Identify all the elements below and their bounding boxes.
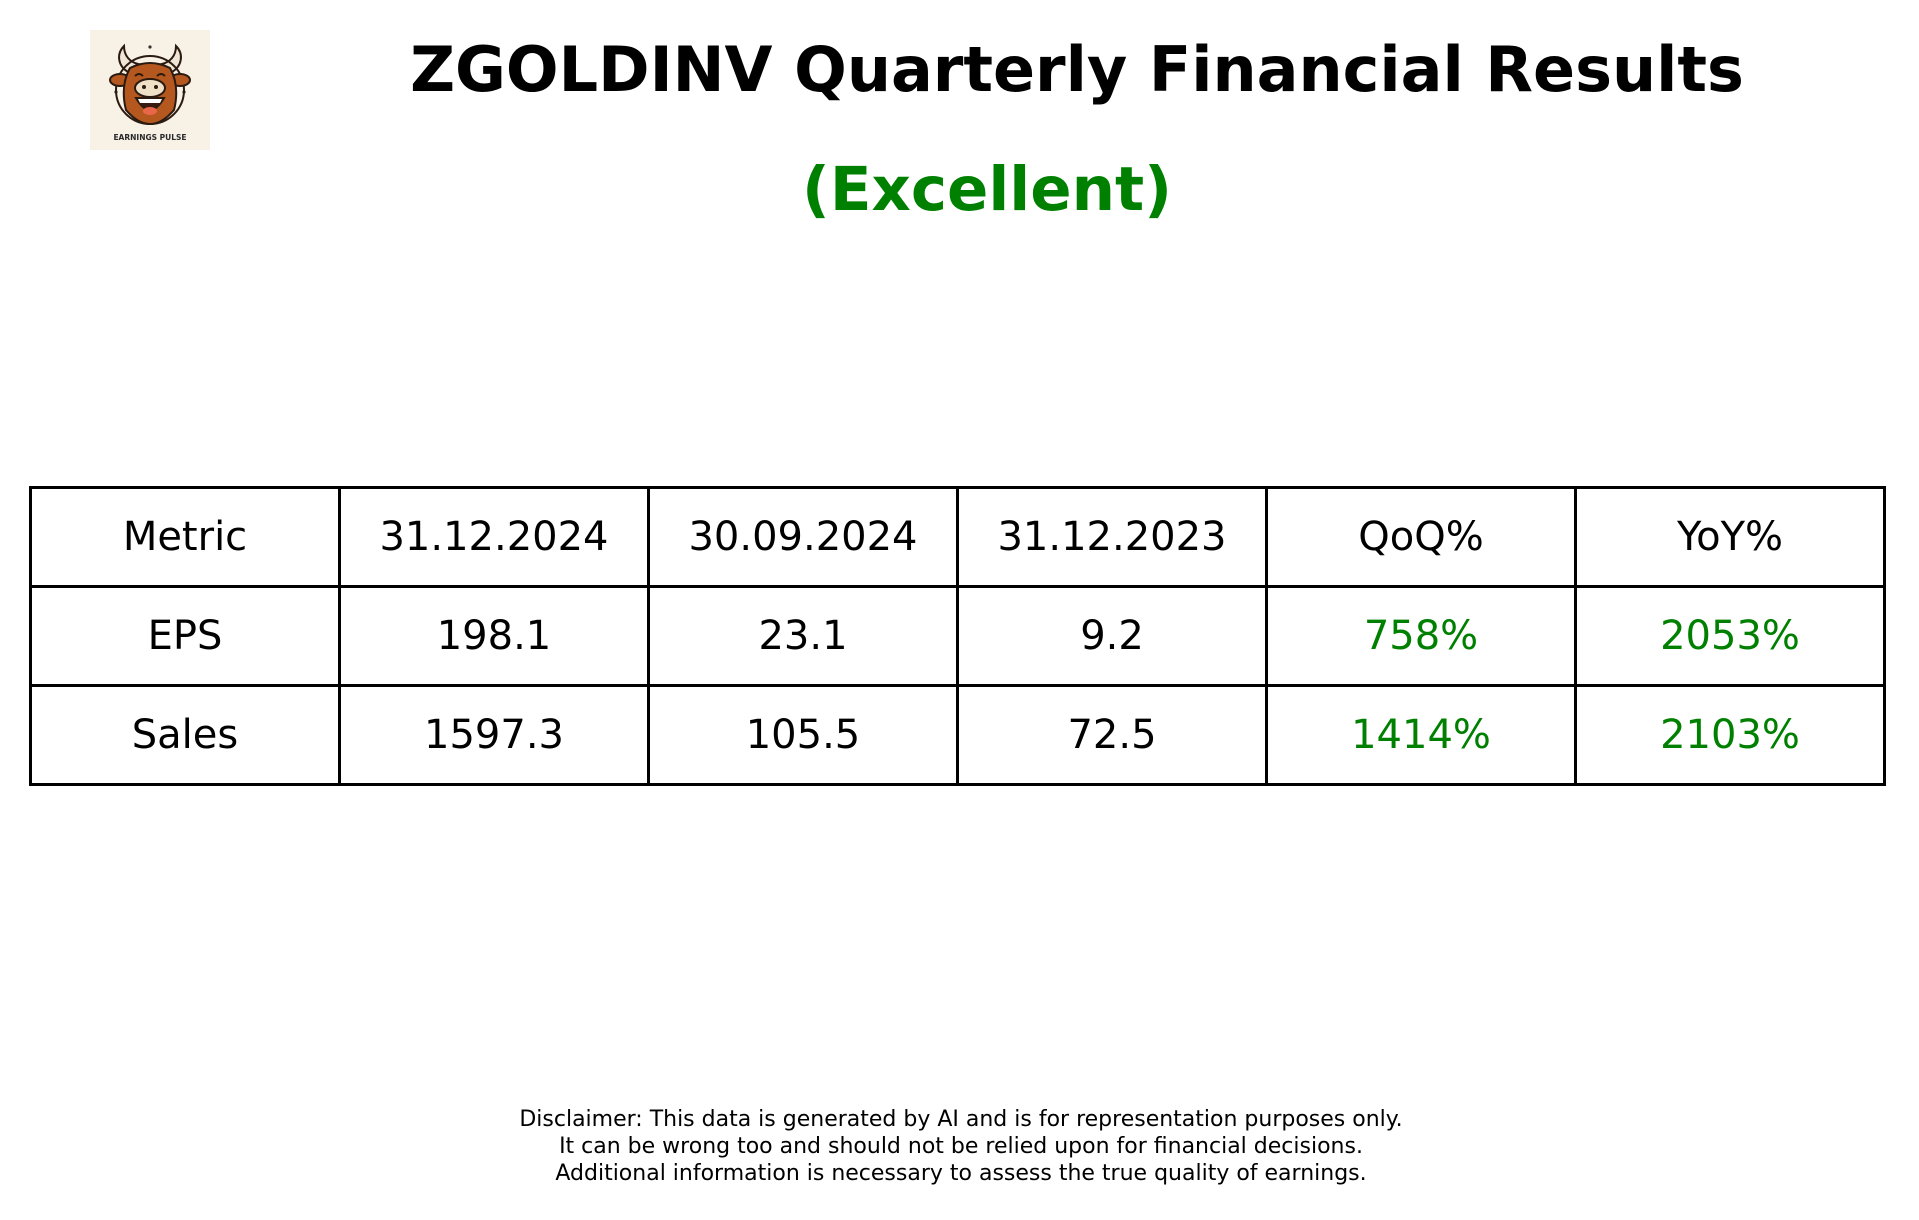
- table-header-row: Metric 31.12.2024 30.09.2024 31.12.2023 …: [29, 486, 1886, 588]
- cell-current-quarter: 198.1: [338, 585, 650, 687]
- bull-mascot-icon: EARNINGS PULSE: [109, 43, 191, 142]
- disclaimer-line-3: Additional information is necessary to a…: [555, 1161, 1367, 1186]
- cell-previous-quarter: 105.5: [647, 684, 959, 786]
- disclaimer: Disclaimer: This data is generated by AI…: [0, 1106, 1919, 1187]
- page-title: ZGOLDINV Quarterly Financial Results: [410, 33, 1744, 106]
- table-row-sales: Sales 1597.3 105.5 72.5 1414% 2103%: [29, 684, 1886, 786]
- cell-qoq: 758%: [1265, 585, 1577, 687]
- cell-qoq: 1414%: [1265, 684, 1577, 786]
- cell-previous-quarter: 23.1: [647, 585, 959, 687]
- column-header-yoy: YoY%: [1574, 486, 1886, 588]
- cell-metric: Sales: [29, 684, 341, 786]
- rating-badge: (Excellent): [801, 154, 1173, 225]
- column-header-year-ago-quarter: 31.12.2023: [956, 486, 1268, 588]
- disclaimer-line-1: Disclaimer: This data is generated by AI…: [519, 1107, 1403, 1132]
- cell-year-ago-quarter: 9.2: [956, 585, 1268, 687]
- financial-results-table: Metric 31.12.2024 30.09.2024 31.12.2023 …: [29, 486, 1886, 786]
- column-header-qoq: QoQ%: [1265, 486, 1577, 588]
- cell-yoy: 2103%: [1574, 684, 1886, 786]
- cell-yoy: 2053%: [1574, 585, 1886, 687]
- disclaimer-line-2: It can be wrong too and should not be re…: [559, 1134, 1363, 1159]
- table-row-eps: EPS 198.1 23.1 9.2 758% 2053%: [29, 585, 1886, 687]
- column-header-metric: Metric: [29, 486, 341, 588]
- column-header-previous-quarter: 30.09.2024: [647, 486, 959, 588]
- column-header-current-quarter: 31.12.2024: [338, 486, 650, 588]
- cell-year-ago-quarter: 72.5: [956, 684, 1268, 786]
- cell-current-quarter: 1597.3: [338, 684, 650, 786]
- earnings-pulse-logo: EARNINGS PULSE: [90, 30, 210, 150]
- cell-metric: EPS: [29, 585, 341, 687]
- logo-label: EARNINGS PULSE: [113, 133, 186, 142]
